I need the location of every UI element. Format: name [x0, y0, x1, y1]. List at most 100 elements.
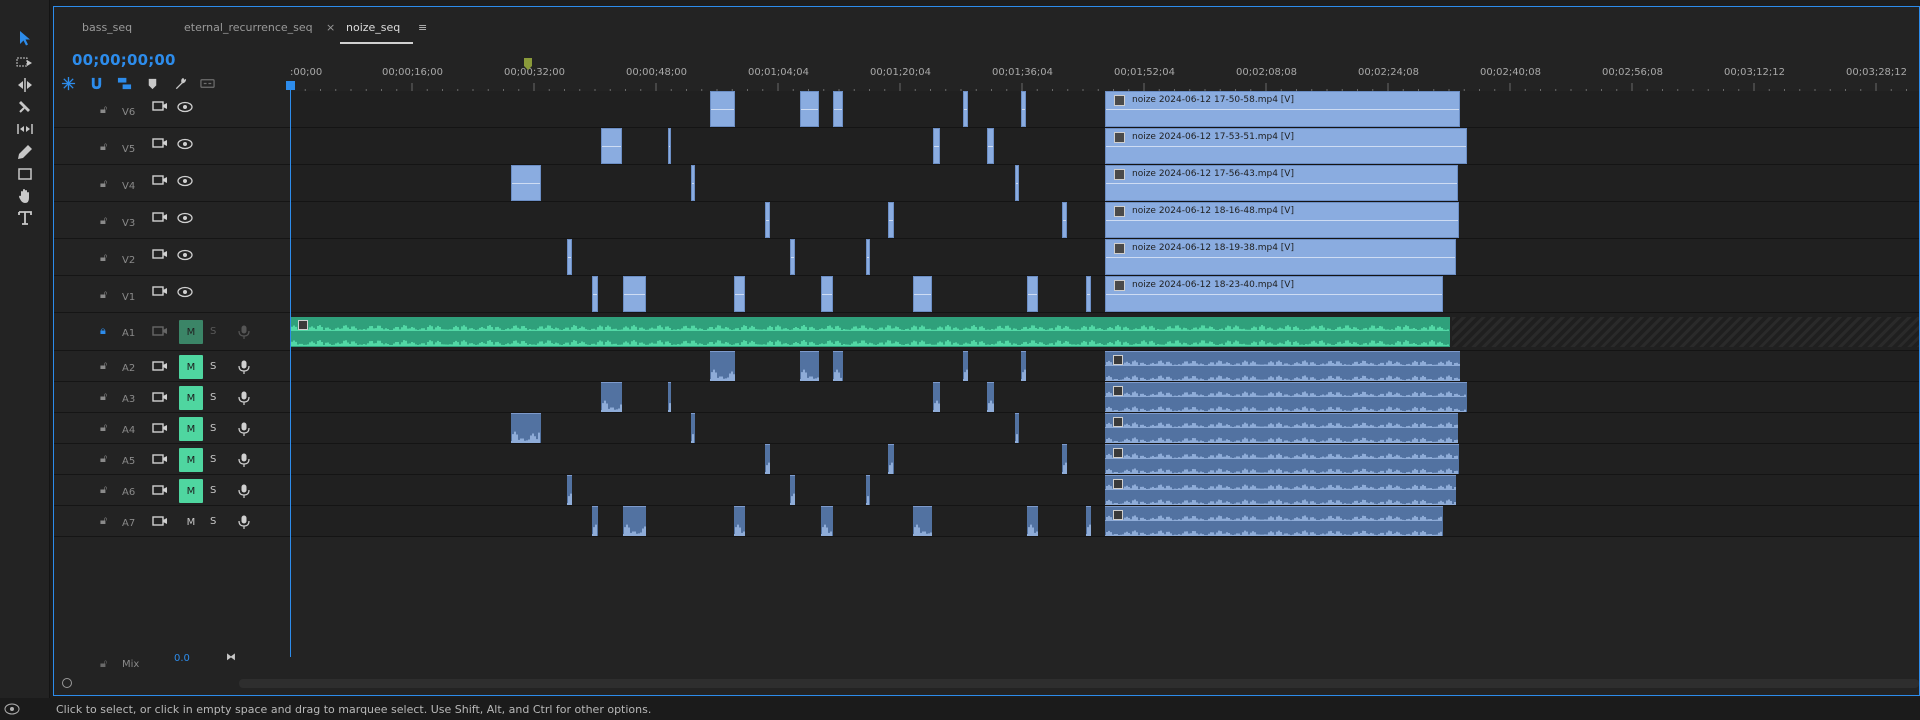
- mute-track-button[interactable]: M: [179, 355, 203, 379]
- video-track-lane[interactable]: [290, 165, 1919, 202]
- lock-icon[interactable]: 🔓︎: [100, 359, 108, 372]
- video-clip[interactable]: noize 2024-06-12 17-50-58.mp4 [V]: [1105, 91, 1460, 127]
- track-select-forward-icon[interactable]: [13, 52, 37, 74]
- video-track-header[interactable]: 🔓︎ V1: [54, 276, 290, 313]
- solo-track-button[interactable]: S: [210, 361, 217, 372]
- audio-clip[interactable]: [1105, 413, 1458, 443]
- playhead-timecode[interactable]: 00;00;00;00: [72, 51, 176, 69]
- voiceover-record-icon[interactable]: [238, 484, 250, 498]
- video-clip[interactable]: [833, 91, 843, 127]
- audio-clip[interactable]: [963, 351, 968, 381]
- rectangle-icon[interactable]: [13, 163, 37, 185]
- video-track-lane[interactable]: [290, 202, 1919, 239]
- audio-clip[interactable]: [888, 444, 894, 474]
- slip-icon[interactable]: [13, 118, 37, 140]
- panel-menu-icon[interactable]: ≡: [418, 21, 428, 34]
- mute-track-button[interactable]: M: [179, 386, 203, 410]
- zoom-handle-icon[interactable]: [62, 678, 72, 688]
- video-clip[interactable]: [1015, 165, 1019, 201]
- video-track-header[interactable]: 🔓︎ V6: [54, 91, 290, 128]
- sync-lock-icon[interactable]: [152, 325, 168, 337]
- mix-lock-icon[interactable]: 🔓︎: [100, 657, 108, 670]
- playhead-line[interactable]: [290, 87, 291, 657]
- audio-clip[interactable]: [1021, 351, 1026, 381]
- type-icon[interactable]: [13, 207, 37, 229]
- lock-icon[interactable]: 🔓︎: [100, 103, 108, 116]
- video-clip[interactable]: [668, 128, 671, 164]
- go-to-in-out-icon[interactable]: ⧓: [226, 652, 236, 663]
- solo-track-button[interactable]: S: [210, 392, 217, 403]
- voiceover-record-icon[interactable]: [238, 360, 250, 374]
- mute-track-button[interactable]: M: [179, 417, 203, 441]
- audio-track-header[interactable]: 🔓︎ A2 M S: [54, 351, 290, 382]
- video-clip[interactable]: [511, 165, 541, 201]
- video-clip[interactable]: [933, 128, 940, 164]
- sync-lock-icon[interactable]: [152, 248, 168, 260]
- razor-icon[interactable]: [13, 96, 37, 118]
- audio-clip[interactable]: [987, 382, 994, 412]
- voiceover-record-icon[interactable]: [238, 515, 250, 529]
- video-clip[interactable]: [963, 91, 968, 127]
- video-clip[interactable]: [821, 276, 833, 312]
- audio-clip[interactable]: [1027, 506, 1038, 536]
- sync-lock-icon[interactable]: [152, 422, 168, 434]
- video-clip[interactable]: [1021, 91, 1026, 127]
- audio-clip[interactable]: [933, 382, 940, 412]
- audio-clip[interactable]: [866, 475, 870, 505]
- video-clip[interactable]: noize 2024-06-12 17-53-51.mp4 [V]: [1105, 128, 1467, 164]
- solo-track-button[interactable]: S: [210, 516, 217, 527]
- lock-icon[interactable]: 🔓︎: [100, 483, 108, 496]
- eye-icon[interactable]: [177, 212, 193, 224]
- pen-icon[interactable]: [13, 141, 37, 163]
- eye-icon[interactable]: [177, 101, 193, 113]
- audio-clip[interactable]: [623, 506, 646, 536]
- playhead-handle[interactable]: [286, 81, 295, 90]
- video-clip[interactable]: noize 2024-06-12 18-23-40.mp4 [V]: [1105, 276, 1443, 312]
- video-track-lane[interactable]: [290, 239, 1919, 276]
- mute-track-button[interactable]: M: [186, 516, 196, 528]
- tab-eternal-recurrence-seq[interactable]: eternal_recurrence_seq: [184, 21, 313, 34]
- sync-lock-icon[interactable]: [152, 453, 168, 465]
- audio-track-header[interactable]: 🔓︎ A4 M S: [54, 413, 290, 444]
- video-clip[interactable]: noize 2024-06-12 18-16-48.mp4 [V]: [1105, 202, 1459, 238]
- lock-icon[interactable]: 🔓︎: [100, 288, 108, 301]
- video-track-header[interactable]: 🔓︎ V5: [54, 128, 290, 165]
- video-clip[interactable]: [866, 239, 870, 275]
- audio-clip[interactable]: [1105, 444, 1459, 474]
- close-tab-icon[interactable]: ×: [326, 21, 336, 34]
- mute-track-button[interactable]: M: [179, 320, 203, 344]
- audio-clip[interactable]: [710, 351, 735, 381]
- audio-clip[interactable]: [913, 506, 932, 536]
- audio-track-lane[interactable]: [290, 506, 1919, 537]
- sync-lock-icon[interactable]: [152, 391, 168, 403]
- audio-clip-selected[interactable]: [290, 317, 1450, 347]
- video-clip[interactable]: [913, 276, 932, 312]
- lock-icon[interactable]: 🔓︎: [100, 421, 108, 434]
- ripple-edit-icon[interactable]: [13, 74, 37, 96]
- audio-clip[interactable]: [833, 351, 843, 381]
- linked-selection-icon[interactable]: [114, 73, 134, 93]
- video-clip[interactable]: [790, 239, 795, 275]
- voiceover-record-icon[interactable]: [238, 453, 250, 467]
- lock-icon[interactable]: 🔒︎: [100, 324, 106, 337]
- video-track-lane[interactable]: [290, 128, 1919, 165]
- video-clip[interactable]: [987, 128, 994, 164]
- eye-icon[interactable]: [177, 249, 193, 261]
- snap-icon[interactable]: [86, 73, 106, 93]
- horizontal-zoom-scrollbar[interactable]: [54, 675, 1919, 695]
- audio-track-header[interactable]: 🔓︎ A6 M S: [54, 475, 290, 506]
- audio-track-header[interactable]: 🔓︎ A3 M S: [54, 382, 290, 413]
- eye-icon[interactable]: [177, 286, 193, 298]
- solo-track-button[interactable]: S: [210, 485, 217, 496]
- lock-icon[interactable]: 🔓︎: [100, 214, 108, 227]
- audio-clip[interactable]: [765, 444, 770, 474]
- solo-track-button[interactable]: S: [210, 326, 217, 337]
- video-clip[interactable]: [691, 165, 695, 201]
- captions-icon[interactable]: [197, 73, 217, 93]
- sync-lock-icon[interactable]: [152, 484, 168, 496]
- audio-clip[interactable]: [1086, 506, 1091, 536]
- audio-track-lane[interactable]: [290, 382, 1919, 413]
- video-clip[interactable]: [1062, 202, 1067, 238]
- audio-clip[interactable]: [567, 475, 572, 505]
- audio-clip[interactable]: [691, 413, 695, 443]
